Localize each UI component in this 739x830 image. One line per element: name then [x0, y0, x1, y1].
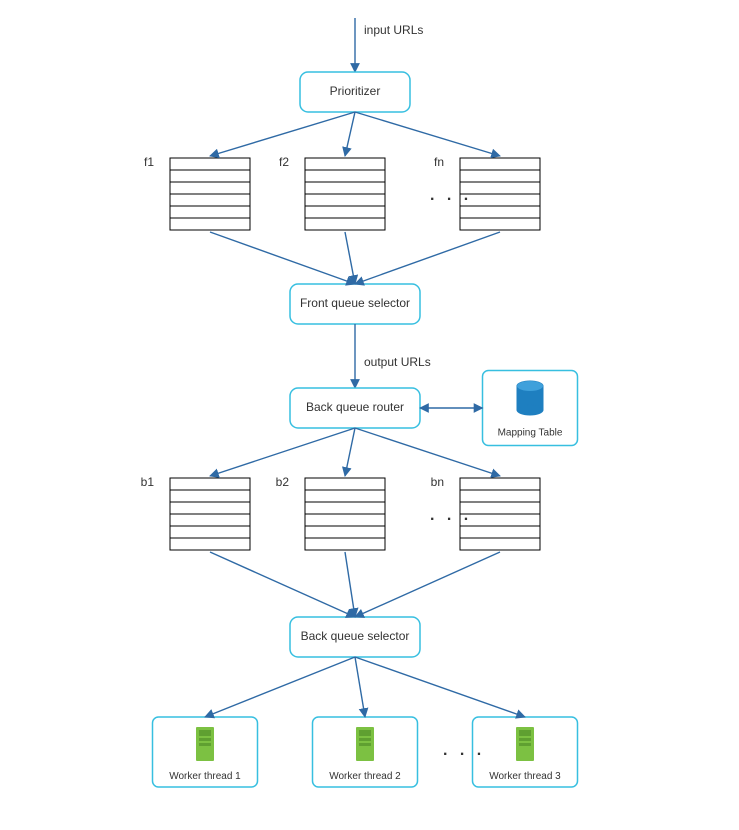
ellipsis: . . . — [443, 742, 485, 759]
back-queue-2-label: bn — [431, 475, 444, 489]
back-queue-1-row — [305, 514, 385, 526]
edge — [355, 428, 500, 476]
worker1-label: Worker thread 1 — [169, 771, 241, 782]
back-queue-1-row — [305, 538, 385, 550]
front-queue-2-label: fn — [434, 155, 444, 169]
back-queue-1-row — [305, 478, 385, 490]
back-queue-0-label: b1 — [141, 475, 155, 489]
front-queue-2-row — [460, 158, 540, 170]
edge — [355, 112, 500, 156]
front-queue-0-row — [170, 158, 250, 170]
back-queue-2-row — [460, 478, 540, 490]
front-queue-2-row — [460, 170, 540, 182]
edge — [210, 112, 355, 156]
front-queue-0-label: f1 — [144, 155, 154, 169]
back-queue-1-row — [305, 526, 385, 538]
front-queue-1-row — [305, 158, 385, 170]
mapping-table-label: Mapping Table — [498, 428, 563, 439]
ellipsis: . . . — [430, 187, 472, 204]
front-queue-1-row — [305, 182, 385, 194]
front-queue-1-row — [305, 206, 385, 218]
front-queue-0-row — [170, 170, 250, 182]
edge — [205, 657, 355, 717]
front-queue-selector-node-label: Front queue selector — [300, 296, 410, 310]
worker3-label: Worker thread 3 — [489, 771, 561, 782]
flowchart-svg: input URLs Prioritizer f1 f2 fn . . . Front qu… — [0, 0, 739, 830]
edge — [345, 428, 355, 476]
edge — [210, 428, 355, 476]
worker2-label: Worker thread 2 — [329, 771, 401, 782]
back-queue-0-row — [170, 538, 250, 550]
edge — [210, 552, 355, 617]
ellipsis: . . . — [430, 507, 472, 524]
back-queue-0-row — [170, 490, 250, 502]
output-urls-label: output URLs — [364, 355, 431, 369]
prioritizer-node-label: Prioritizer — [330, 84, 381, 98]
edge — [355, 232, 500, 284]
front-queue-1-label: f2 — [279, 155, 289, 169]
front-queue-1-row — [305, 170, 385, 182]
back-queue-1-label: b2 — [276, 475, 290, 489]
edge — [355, 657, 525, 717]
back-queue-1-row — [305, 502, 385, 514]
front-queue-1-row — [305, 218, 385, 230]
front-queue-1-row — [305, 194, 385, 206]
back-queue-0-row — [170, 478, 250, 490]
back-queue-2-row — [460, 490, 540, 502]
back-queue-router-node-label: Back queue router — [306, 400, 404, 414]
edge — [345, 232, 355, 284]
front-queue-2-row — [460, 206, 540, 218]
edge — [355, 552, 500, 617]
front-queue-0-row — [170, 182, 250, 194]
back-queue-2-row — [460, 526, 540, 538]
edge — [345, 112, 355, 156]
back-queue-0-row — [170, 502, 250, 514]
back-queue-2-row — [460, 538, 540, 550]
input-urls-label: input URLs — [364, 23, 423, 37]
front-queue-2-row — [460, 218, 540, 230]
front-queue-0-row — [170, 206, 250, 218]
edge — [355, 657, 365, 717]
back-queue-1-row — [305, 490, 385, 502]
front-queue-0-row — [170, 194, 250, 206]
edge — [210, 232, 355, 284]
edge — [345, 552, 355, 617]
front-queue-0-row — [170, 218, 250, 230]
back-queue-0-row — [170, 526, 250, 538]
back-queue-0-row — [170, 514, 250, 526]
back-queue-selector-node-label: Back queue selector — [301, 629, 410, 643]
